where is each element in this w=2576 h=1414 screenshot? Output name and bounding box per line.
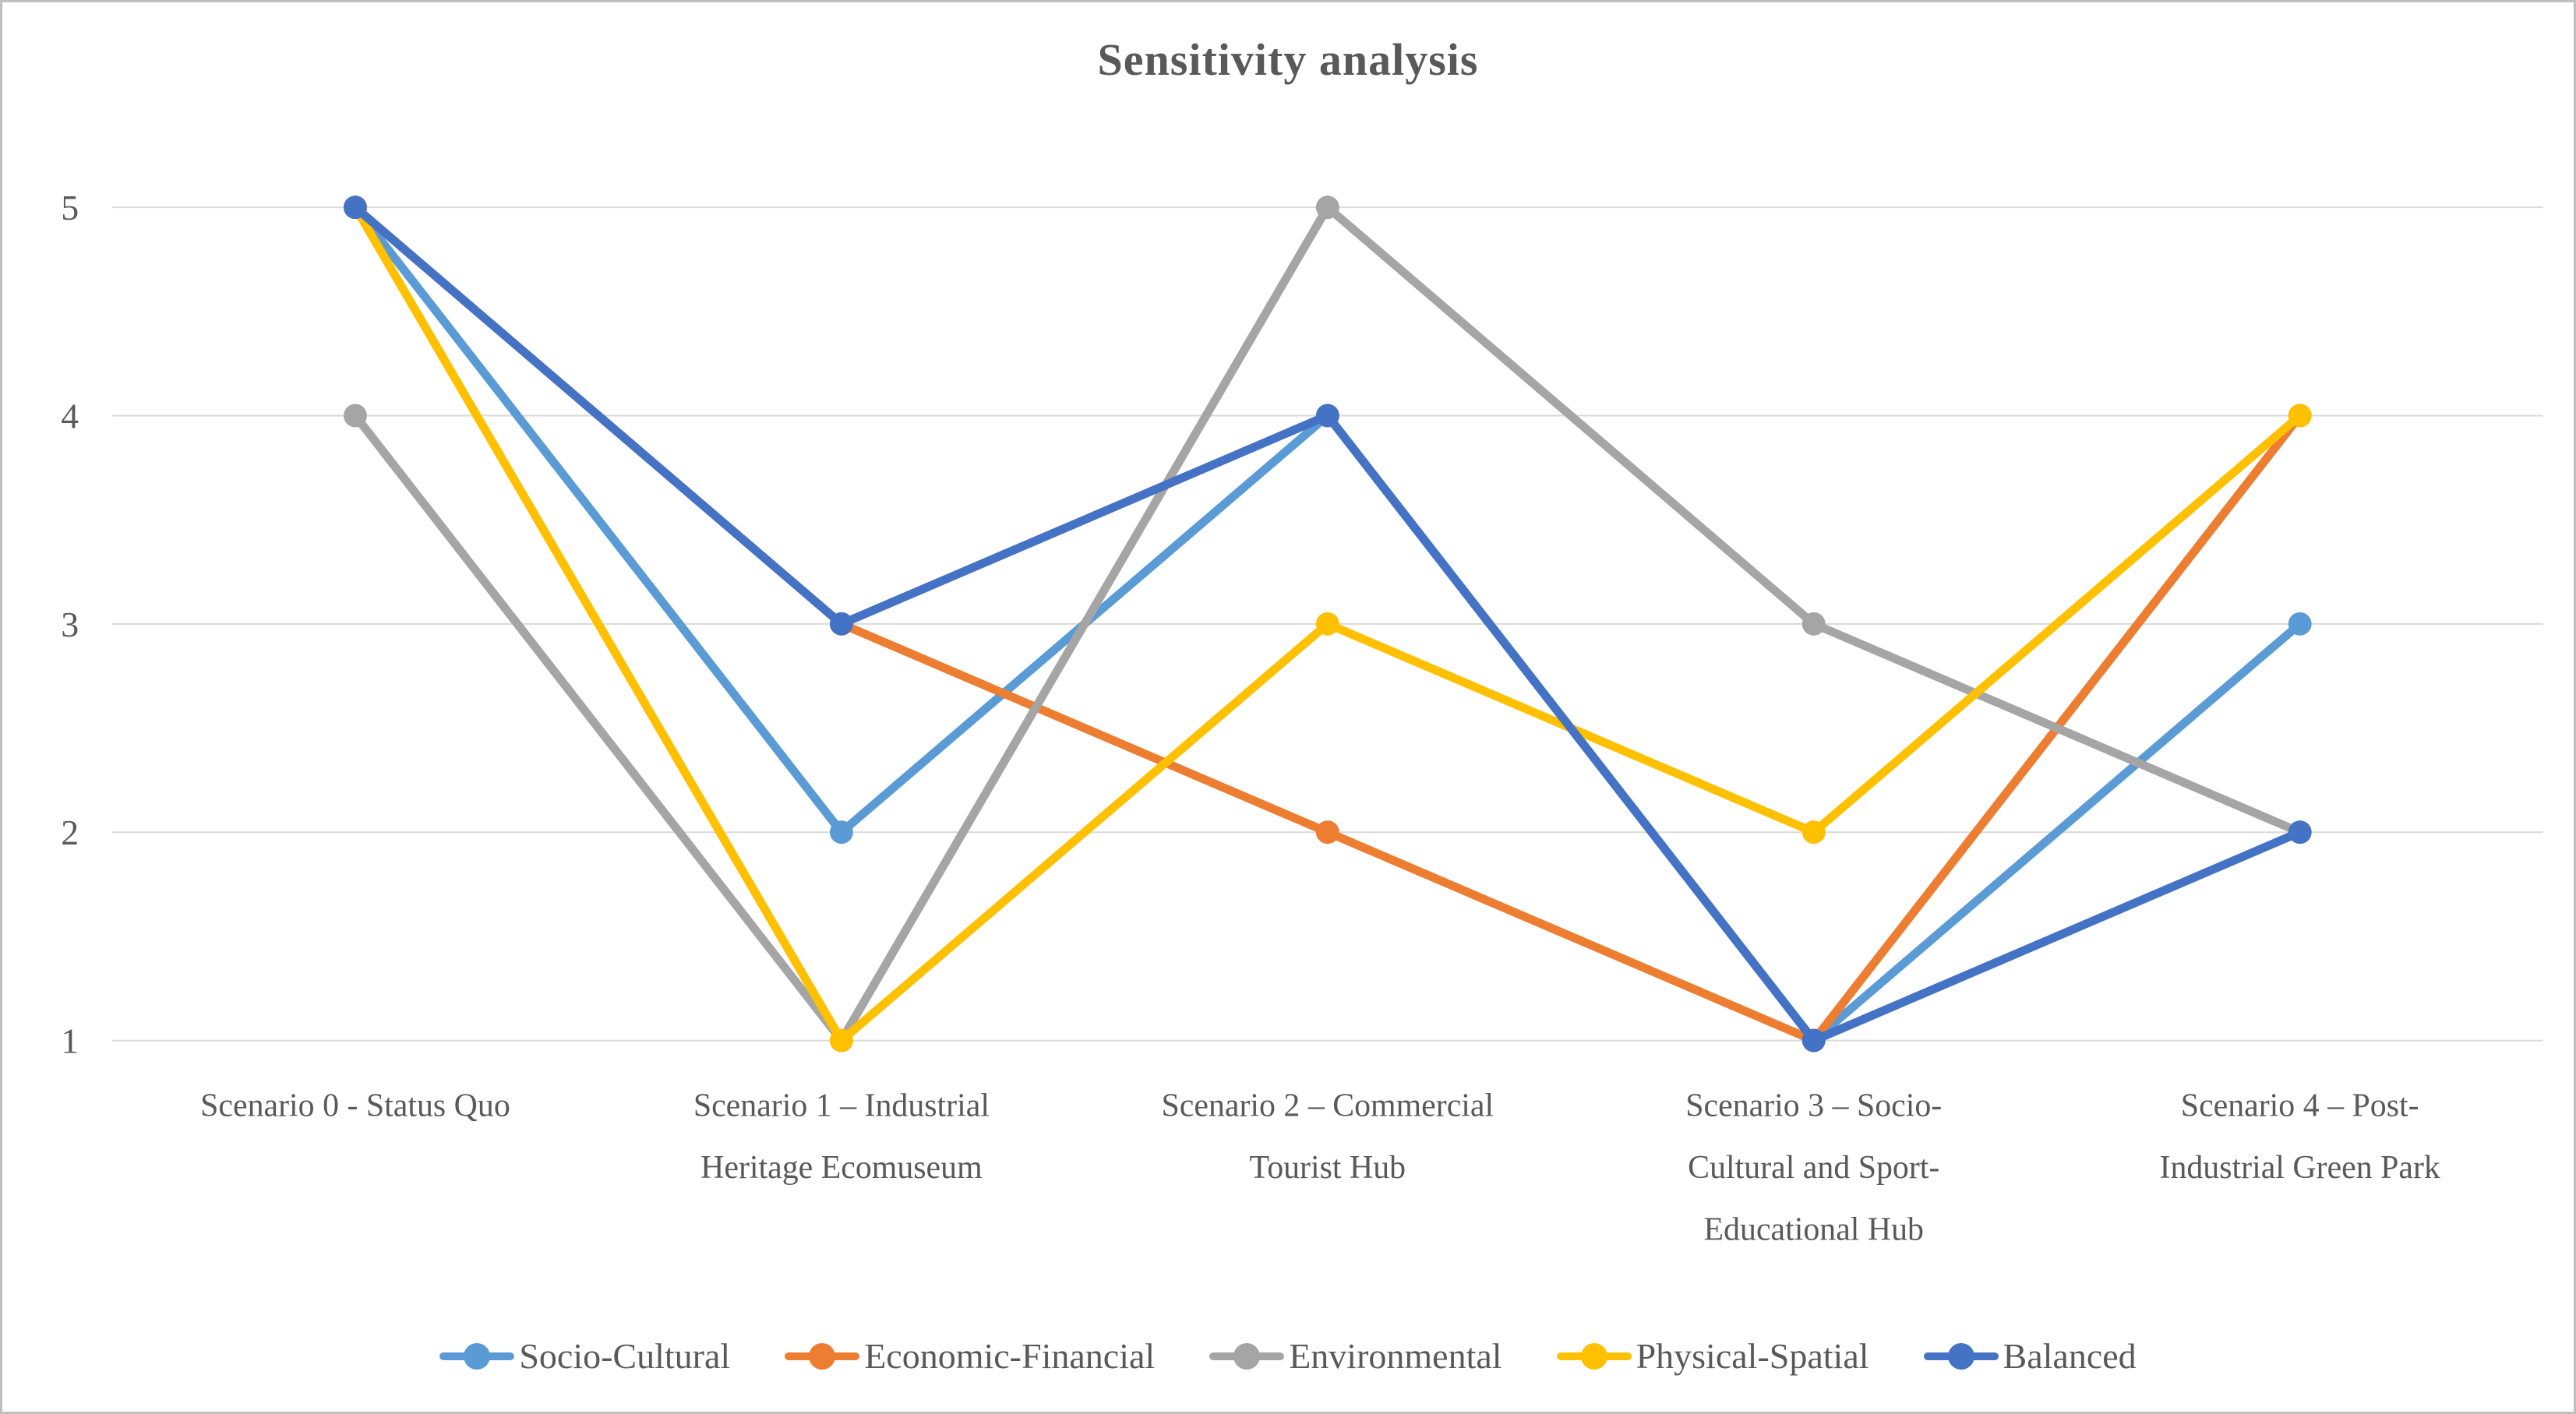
x-category-label-2: Scenario 2 – Commercial (1162, 1088, 1494, 1123)
chart-title: Sensitivity analysis (1097, 34, 1479, 85)
data-point-marker (344, 196, 367, 220)
x-category-label-4: Scenario 4 – Post- (2181, 1088, 2419, 1123)
data-point-marker (1315, 612, 1339, 636)
y-axis-tick-label: 3 (61, 605, 79, 644)
data-point-marker (1315, 196, 1339, 220)
legend-item-socio-cultural: Socio-Cultural (439, 1338, 730, 1374)
data-point-marker (2288, 612, 2312, 636)
data-point-marker (1315, 820, 1339, 845)
legend-item-physical-spatial: Physical-Spatial (1556, 1336, 1869, 1376)
x-category-label-3: Educational Hub (1704, 1212, 1924, 1248)
y-axis-tick-label: 4 (61, 396, 79, 435)
legend-label: Economic-Financial (864, 1336, 1156, 1376)
data-point-marker (829, 820, 853, 845)
data-point-marker (1801, 1028, 1826, 1053)
legend-label: Balanced (2003, 1336, 2137, 1376)
y-axis-tick-label: 1 (61, 1021, 79, 1061)
y-axis-tick-label: 2 (61, 813, 79, 852)
x-category-label-4: Industrial Green Park (2160, 1150, 2440, 1186)
legend: Socio-Cultural Economic-Financial Environm… (2, 1338, 2574, 1374)
data-point-marker (1315, 404, 1339, 428)
legend-item-balanced: Balanced (1923, 1336, 2137, 1376)
x-category-label-0: Scenario 0 - Status Quo (200, 1088, 510, 1123)
data-point-marker (2288, 820, 2312, 845)
data-point-marker (1801, 612, 1826, 636)
legend-line-marker-icon (439, 1342, 515, 1370)
legend-line-marker-icon (1556, 1342, 1632, 1370)
data-point-marker (2288, 404, 2312, 428)
legend-line-marker-icon (1209, 1342, 1285, 1370)
x-category-label-3: Cultural and Sport- (1688, 1150, 1939, 1186)
y-axis-tick-label: 5 (61, 188, 79, 227)
x-category-label-3: Scenario 3 – Socio- (1685, 1088, 1942, 1123)
legend-line-marker-icon (785, 1342, 860, 1370)
x-category-label-1: Scenario 1 – Industrial (693, 1088, 990, 1123)
data-point-marker (344, 404, 367, 428)
data-point-marker (829, 612, 853, 636)
legend-line-marker-icon (1923, 1342, 1999, 1370)
data-point-marker (1801, 820, 1826, 845)
legend-label: Environmental (1289, 1336, 1502, 1376)
legend-label: Physical-Spatial (1636, 1336, 1869, 1376)
data-point-marker (829, 1028, 853, 1053)
series-balanced (344, 196, 2312, 1053)
x-category-label-2: Tourist Hub (1250, 1150, 1406, 1186)
legend-item-economic-financial: Economic-Financial (785, 1338, 1155, 1374)
legend-item-environmental: Environmental (1209, 1336, 1502, 1376)
legend-label: Socio-Cultural (519, 1336, 731, 1376)
x-category-label-1: Heritage Ecomuseum (700, 1150, 983, 1186)
